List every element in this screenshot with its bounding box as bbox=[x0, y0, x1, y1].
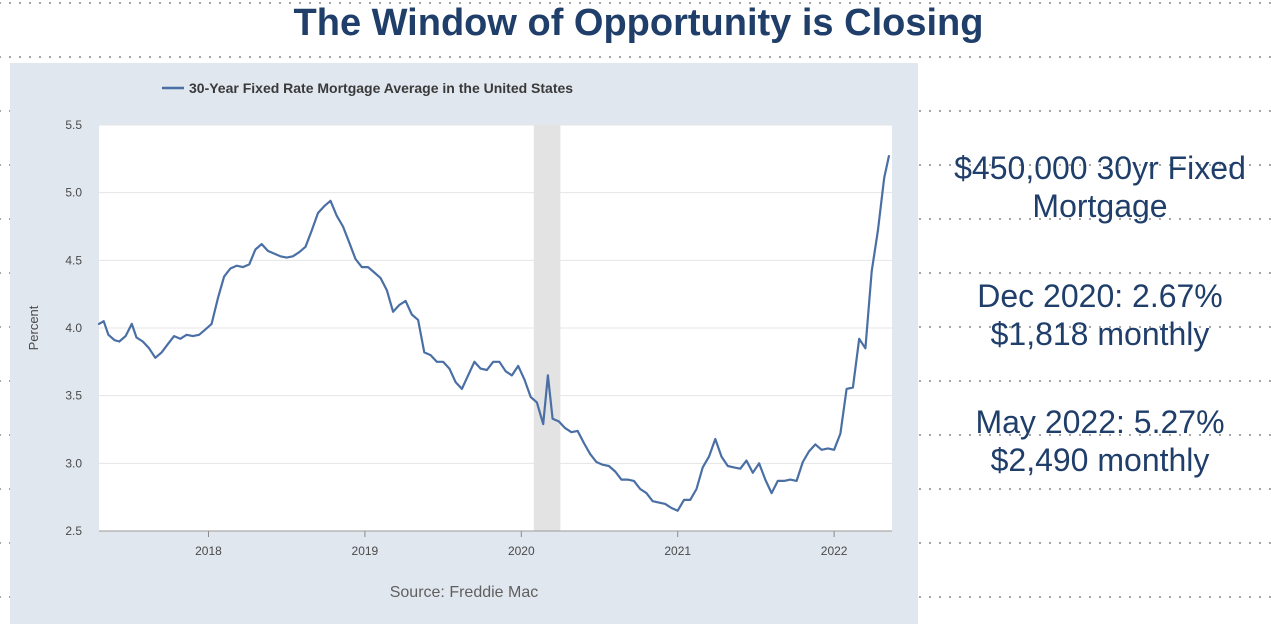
legend-label: 30-Year Fixed Rate Mortgage Average in t… bbox=[189, 80, 573, 96]
x-tick-label: 2021 bbox=[664, 544, 691, 558]
series-line bbox=[97, 154, 891, 512]
x-tick-label: 2022 bbox=[821, 544, 848, 558]
side-may-payment: $2,490 monthly bbox=[990, 442, 1210, 478]
y-tick-label: 2.5 bbox=[65, 524, 82, 538]
chart-svg: 2.5 3.0 3.5 4.0 4.5 5.0 5.5 2018 2019 2020 2021 202… bbox=[26, 80, 892, 558]
side-heading-line1: $450,000 30yr Fixed bbox=[954, 150, 1246, 186]
y-tick-label: 5.5 bbox=[65, 118, 82, 132]
axes-layer: 2.5 3.0 3.5 4.0 4.5 5.0 5.5 2018 2019 2020 2021 202… bbox=[26, 118, 892, 558]
source-note: Source: Freddie Mac bbox=[389, 584, 539, 601]
y-tick-label: 3.5 bbox=[65, 389, 82, 403]
y-tick-label: 4.0 bbox=[65, 321, 82, 335]
legend-layer: 30-Year Fixed Rate Mortgage Average in t… bbox=[162, 80, 573, 96]
y-tick-label: 4.5 bbox=[65, 253, 82, 267]
side-dec-payment: $1,818 monthly bbox=[990, 316, 1210, 352]
side-heading: $450,000 30yr Fixed Mortgage bbox=[925, 149, 1271, 225]
recession-shading bbox=[533, 125, 561, 531]
y-tick-label: 5.0 bbox=[65, 186, 82, 200]
y-tick-label: 3.0 bbox=[65, 456, 82, 470]
y-axis-label: Percent bbox=[26, 305, 41, 350]
side-dec-2020: Dec 2020: 2.67% $1,818 monthly bbox=[925, 277, 1271, 353]
side-may-rate: May 2022: 5.27% bbox=[975, 404, 1225, 440]
x-tick-label: 2019 bbox=[352, 544, 379, 558]
side-heading-line2: Mortgage bbox=[1032, 188, 1168, 224]
side-dec-rate: Dec 2020: 2.67% bbox=[977, 278, 1223, 314]
chart-panel: 2.5 3.0 3.5 4.0 4.5 5.0 5.5 2018 2019 2020 2021 202… bbox=[10, 63, 918, 624]
x-tick-label: 2018 bbox=[195, 544, 222, 558]
side-may-2022: May 2022: 5.27% $2,490 monthly bbox=[925, 403, 1271, 479]
x-tick-label: 2020 bbox=[508, 544, 535, 558]
plot-layer bbox=[97, 154, 891, 512]
grid-layer bbox=[99, 124, 892, 532]
page-title: The Window of Opportunity is Closing bbox=[293, 2, 984, 44]
